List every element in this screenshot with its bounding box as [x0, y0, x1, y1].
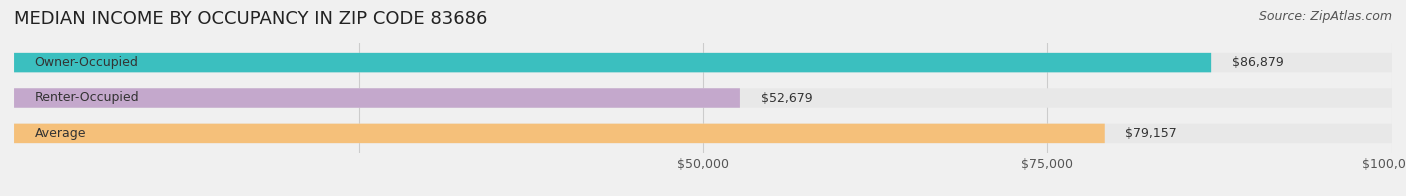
FancyBboxPatch shape	[14, 124, 1392, 143]
FancyBboxPatch shape	[14, 124, 1105, 143]
FancyBboxPatch shape	[14, 53, 1211, 72]
Text: $79,157: $79,157	[1125, 127, 1177, 140]
FancyBboxPatch shape	[14, 53, 1392, 72]
Text: $52,679: $52,679	[761, 92, 813, 104]
Text: $86,879: $86,879	[1232, 56, 1284, 69]
FancyBboxPatch shape	[14, 88, 1392, 108]
Text: Owner-Occupied: Owner-Occupied	[35, 56, 139, 69]
Text: Source: ZipAtlas.com: Source: ZipAtlas.com	[1258, 10, 1392, 23]
Text: MEDIAN INCOME BY OCCUPANCY IN ZIP CODE 83686: MEDIAN INCOME BY OCCUPANCY IN ZIP CODE 8…	[14, 10, 488, 28]
FancyBboxPatch shape	[14, 88, 740, 108]
Text: Average: Average	[35, 127, 86, 140]
Text: Renter-Occupied: Renter-Occupied	[35, 92, 139, 104]
